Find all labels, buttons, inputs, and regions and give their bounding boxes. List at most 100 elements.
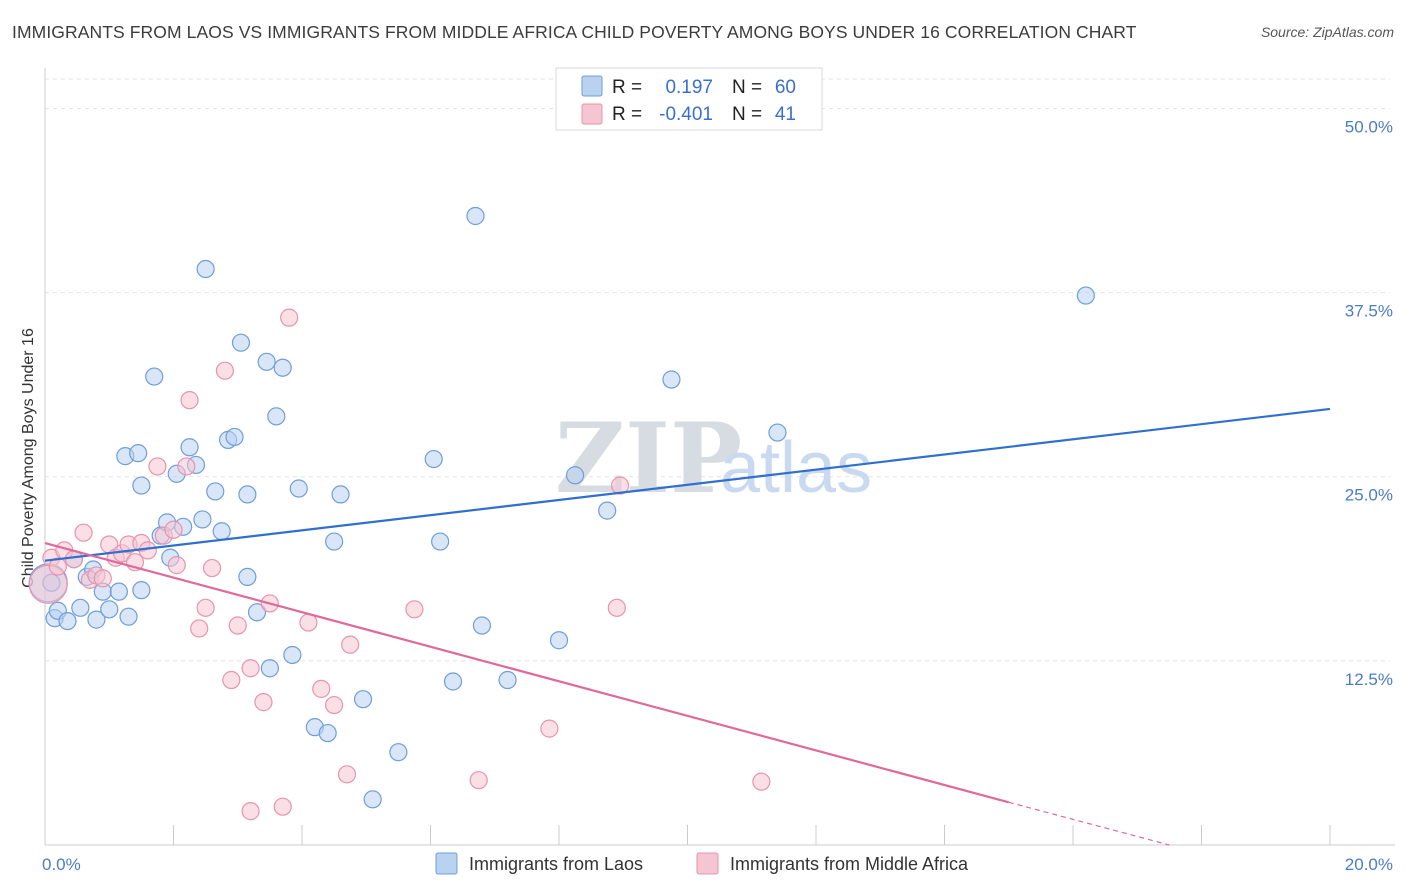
laos-point-40 <box>289 479 308 498</box>
laos-point-16 <box>132 476 151 495</box>
middle-africa-point-38 <box>405 600 424 619</box>
legend-r-label-middle-africa: R = <box>612 104 642 125</box>
laos-point-17 <box>145 367 164 386</box>
laos-point-5 <box>71 598 90 617</box>
laos-point-58 <box>768 423 787 442</box>
laos-point-50 <box>443 672 463 691</box>
watermark: ZIP atlas <box>555 402 872 515</box>
laos-point-56 <box>598 501 617 520</box>
middle-africa-point-14 <box>138 541 157 560</box>
laos-point-13 <box>132 581 151 600</box>
series-legend: Immigrants from Laos Immigrants from Mid… <box>435 852 969 875</box>
middle-africa-point-41 <box>607 598 626 617</box>
legend-r-value-laos: 0.197 <box>665 77 713 98</box>
middle-africa-point-40 <box>540 719 559 738</box>
laos-point-26 <box>196 259 215 279</box>
x-tick-label-1: 20.0% <box>1345 855 1393 874</box>
laos-point-38 <box>273 358 292 377</box>
laos-point-31 <box>231 333 251 352</box>
middle-africa-point-22 <box>196 598 215 617</box>
middle-africa-point-42 <box>610 476 630 495</box>
watermark-atlas: atlas <box>720 428 872 508</box>
laos-point-35 <box>257 352 276 371</box>
laos-point-52 <box>472 616 491 635</box>
middle-africa-point-31 <box>273 797 292 816</box>
legend-n-label-laos: N = <box>732 77 762 98</box>
legend-n-label-middle-africa: N = <box>732 104 762 125</box>
legend-swatch-middle-africa <box>581 103 603 125</box>
y-tick-label-3: 50.0% <box>1345 117 1393 136</box>
x-tick-labels: 0.0% 20.0% <box>42 855 1393 874</box>
laos-point-47 <box>389 743 408 762</box>
laos-point-57 <box>662 370 681 389</box>
legend-r-value-middle-africa: -0.401 <box>659 104 713 125</box>
laos-point-53 <box>498 670 517 690</box>
middle-africa-point-28 <box>241 802 260 821</box>
laos-point-49 <box>431 532 450 551</box>
correlation-legend: R = 0.197 N = 60 R = -0.401 N = 41 <box>555 67 823 131</box>
y-axis-label: Child Poverty Among Boys Under 16 <box>20 328 37 588</box>
middle-africa-point-37 <box>341 635 360 654</box>
middle-africa-point-26 <box>228 616 247 635</box>
trend-lines <box>44 407 1331 846</box>
series-legend-swatch-middle-africa <box>696 852 719 875</box>
y-tick-label-0: 12.5% <box>1345 670 1393 689</box>
laos-point-23 <box>180 438 199 457</box>
middle-africa-point-17 <box>164 520 183 539</box>
laos-point-10 <box>100 600 119 619</box>
middle-africa-point-18 <box>167 556 186 575</box>
laos-point-30 <box>225 427 244 447</box>
laos-point-59 <box>1076 286 1095 305</box>
laos-point-36 <box>260 659 279 678</box>
laos-point-32 <box>238 485 257 504</box>
chart-title: IMMIGRANTS FROM LAOS VS IMMIGRANTS FROM … <box>12 22 1137 42</box>
laos-point-55 <box>565 466 585 485</box>
legend-n-value-middle-africa: 41 <box>775 104 796 125</box>
middle-africa-point-19 <box>177 457 196 476</box>
laos-point-8 <box>87 610 106 629</box>
laos-point-45 <box>353 690 373 709</box>
laos-point-33 <box>238 567 257 587</box>
laos-point-34 <box>247 603 267 622</box>
middle-africa-point-32 <box>280 308 299 327</box>
middle-africa-point-23 <box>202 558 222 578</box>
laos-point-3 <box>58 611 77 631</box>
middle-africa-point-24 <box>215 361 234 380</box>
laos-point-44 <box>318 723 337 743</box>
axes <box>44 68 1395 846</box>
series-legend-label-middle-africa: Immigrants from Middle Africa <box>730 854 969 874</box>
laos-point-43 <box>331 485 350 504</box>
series-legend-label-laos: Immigrants from Laos <box>469 854 643 874</box>
laos-point-25 <box>193 510 212 529</box>
legend-r-label-laos: R = <box>612 77 642 98</box>
middle-africa-point-7 <box>93 569 112 588</box>
laos-point-28 <box>212 522 231 541</box>
laos-point-54 <box>549 631 569 650</box>
laos-point-39 <box>283 645 302 665</box>
middle-africa-point-29 <box>254 693 273 712</box>
middle-africa-point-27 <box>241 659 260 678</box>
source-label: Source: ZipAtlas.com <box>1260 24 1394 40</box>
laos-point-51 <box>466 206 485 226</box>
middle-africa-trend-extension <box>1008 801 1170 846</box>
laos-point-46 <box>363 790 382 809</box>
y-tick-label-1: 25.0% <box>1345 486 1393 505</box>
series-legend-swatch-laos <box>435 852 458 875</box>
middle-africa-point-15 <box>148 457 167 476</box>
y-tick-label-2: 37.5% <box>1345 302 1393 321</box>
laos-point-37 <box>267 407 286 426</box>
laos-point-42 <box>325 532 344 551</box>
laos-point-48 <box>424 449 443 469</box>
laos-point-27 <box>206 482 225 501</box>
laos-point-11 <box>109 582 128 601</box>
laos-trend-line <box>44 407 1331 562</box>
legend-swatch-laos <box>581 75 603 97</box>
middle-africa-point-4 <box>74 523 93 542</box>
middle-africa-point-20 <box>180 391 199 410</box>
middle-africa-point-39 <box>469 771 488 790</box>
middle-africa-points <box>28 308 771 821</box>
laos-point-12 <box>119 607 138 626</box>
middle-africa-point-25 <box>222 670 241 690</box>
middle-africa-point-21 <box>190 619 209 638</box>
